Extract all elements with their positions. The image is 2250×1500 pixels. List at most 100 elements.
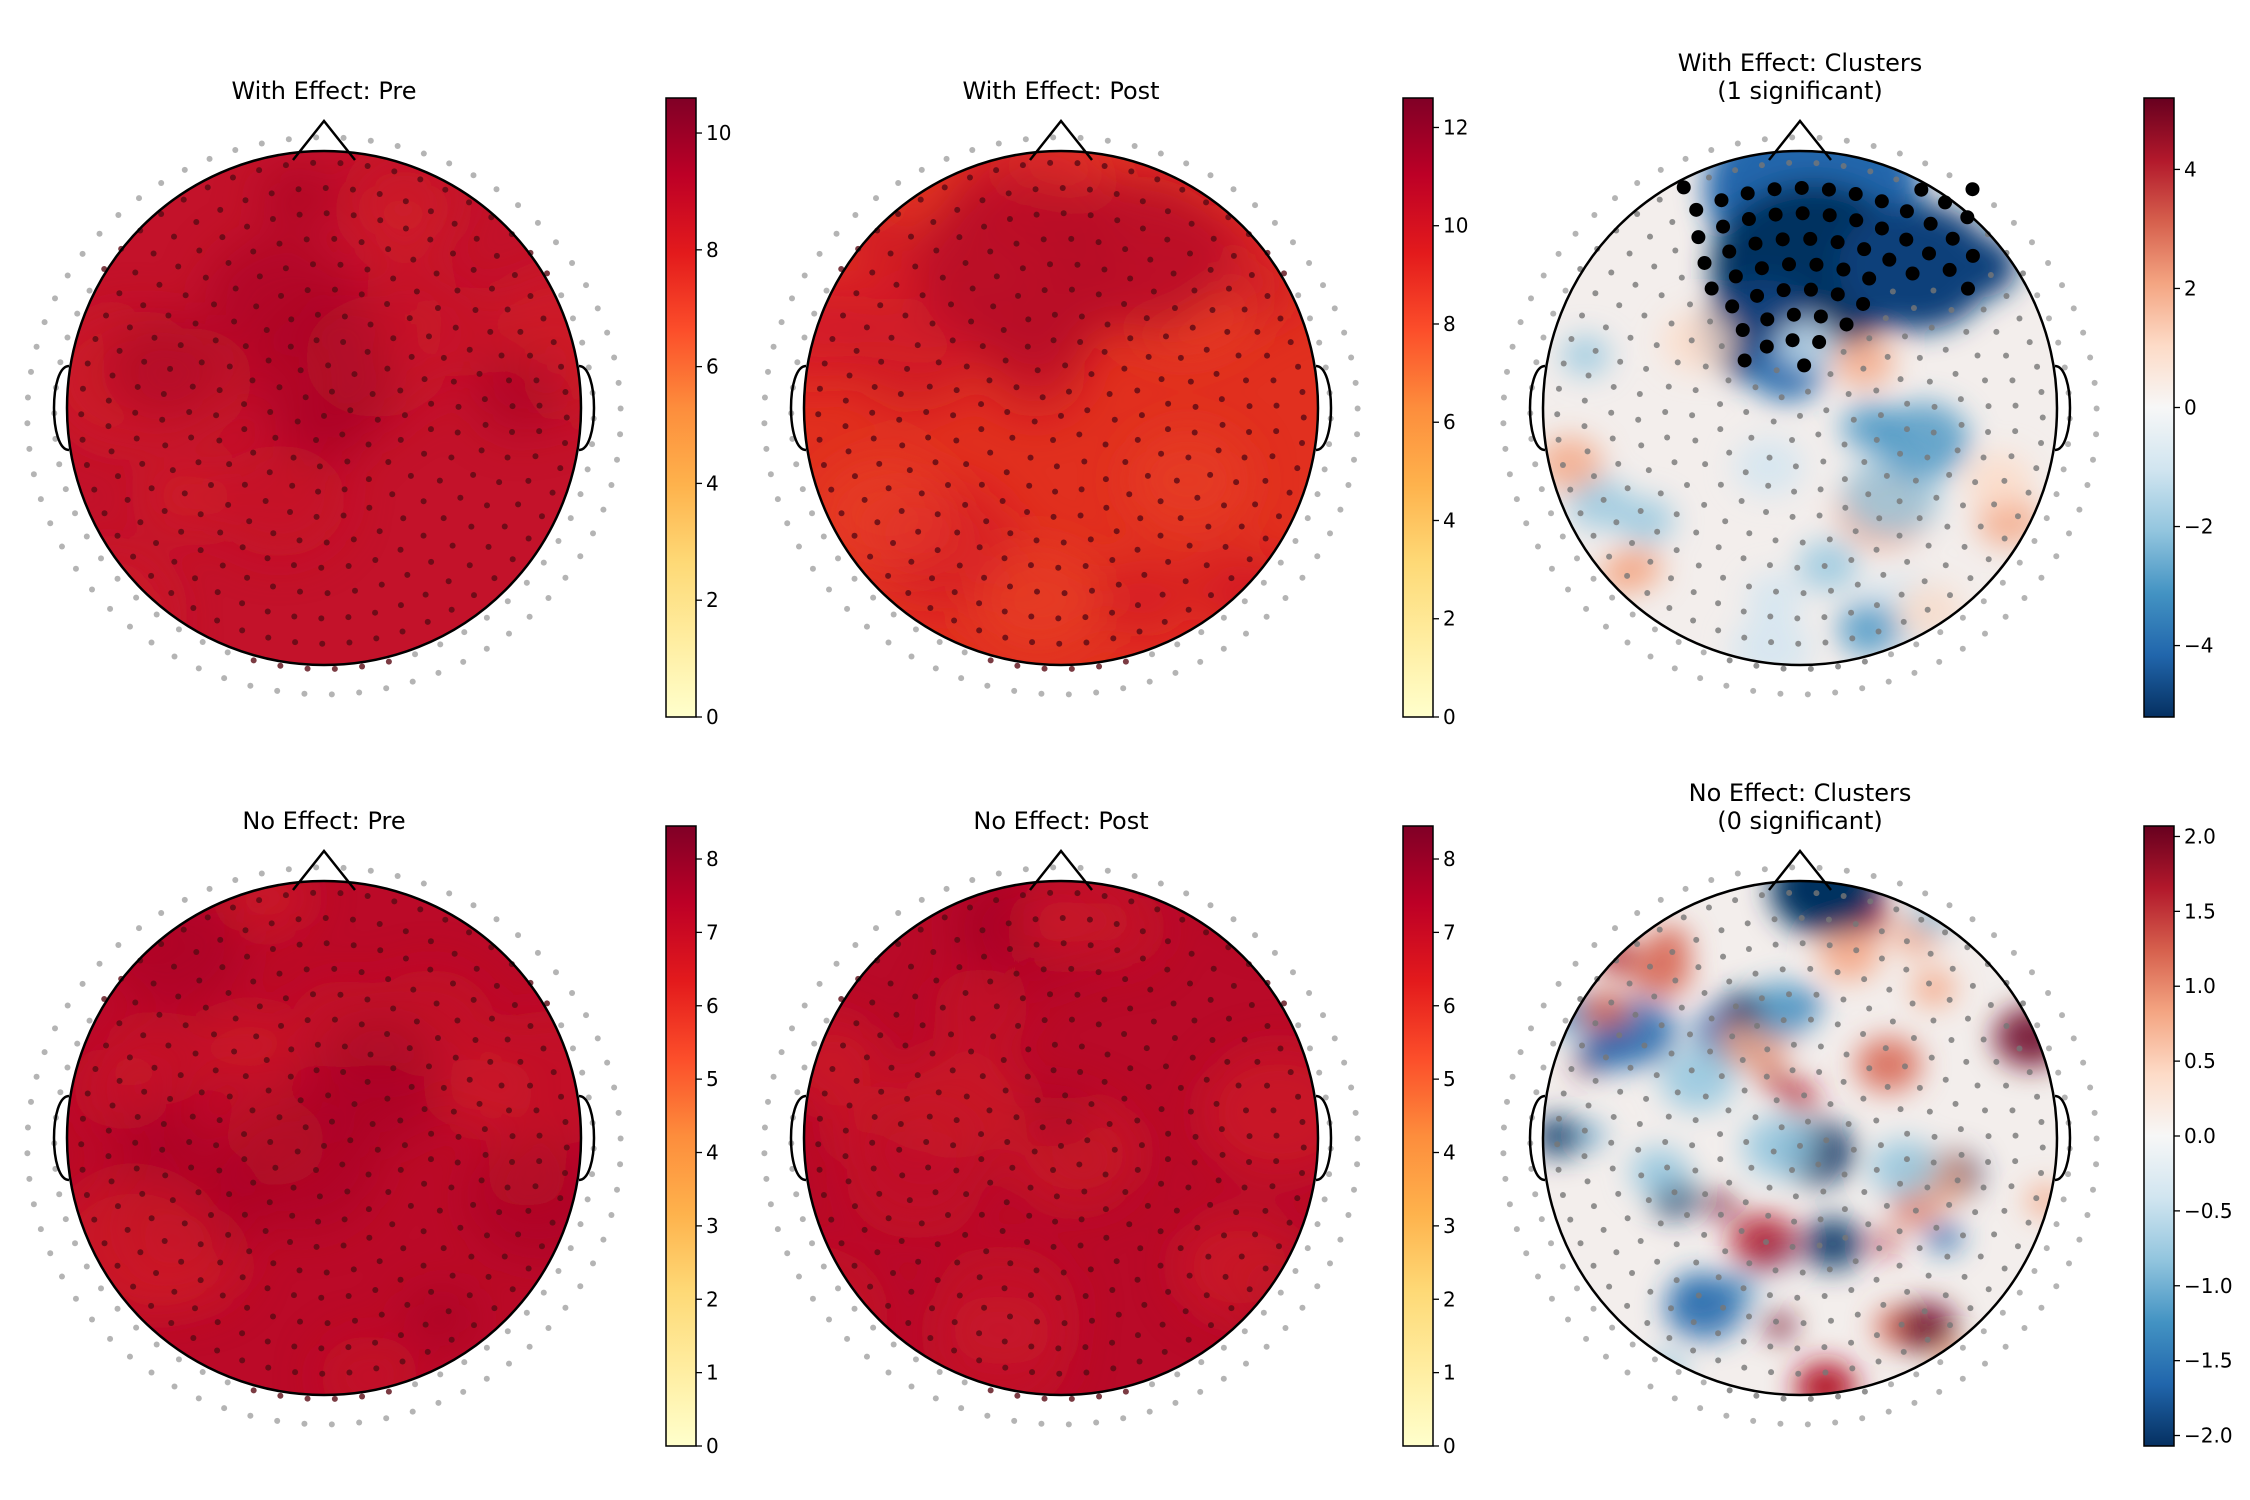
sensor-dot [133, 1324, 140, 1331]
sensor-dot [132, 409, 139, 416]
sensor-dot [182, 292, 189, 299]
sensor-dot [2043, 1245, 2050, 1252]
sensor-dot [1745, 946, 1752, 953]
sensor-dot [927, 1334, 934, 1341]
sensor-dot [1889, 288, 1896, 295]
sensor-dot [558, 1093, 565, 1100]
sensor-dot [523, 1309, 530, 1316]
sensor-dot [1717, 1211, 1724, 1218]
sensor-dot [585, 364, 592, 371]
sensor-dot [1680, 914, 1687, 921]
sensor-dot [1506, 1201, 1513, 1208]
sensor-dot [1743, 408, 1750, 415]
sensor-dot [1159, 1321, 1166, 1328]
sensor-dot [833, 230, 840, 237]
sensor-dot [1134, 546, 1141, 553]
sensor-dot [939, 274, 946, 281]
sensor-dot [1230, 982, 1237, 989]
colorbar-tick-label: −2.0 [2184, 1424, 2233, 1448]
sensor-dot [265, 1364, 272, 1371]
sensor-dot [289, 1212, 296, 1219]
sensor-dot [1174, 641, 1181, 648]
sensor-dot [1880, 1301, 1887, 1308]
sensor-dot [304, 1017, 311, 1024]
sensor-dot [767, 1201, 774, 1208]
sensor-dot [242, 197, 249, 204]
significant-sensor [1899, 232, 1914, 247]
sensor-dot [175, 626, 182, 633]
sensor-dot [421, 450, 428, 457]
sensor-dot [871, 383, 878, 390]
sensor-dot [344, 458, 351, 465]
sensor-dot [990, 303, 997, 310]
sensor-dot [160, 391, 167, 398]
sensor-dot [1946, 996, 1953, 1003]
sensor-dot [1635, 1146, 1642, 1153]
sensor-dot [1047, 261, 1054, 268]
sensor-dot [103, 1042, 110, 1049]
sensor-dot [1540, 1064, 1547, 1071]
sensor-dot [1292, 538, 1299, 545]
sensor-dot [313, 337, 320, 344]
sensor-dot [321, 1142, 327, 1149]
sensor-dot [1959, 1375, 1966, 1382]
sensor-dot [364, 348, 371, 355]
sensor-dot [851, 575, 858, 582]
colorbar-tick-label: −1.5 [2184, 1349, 2233, 1373]
sensor-dot [1550, 1040, 1557, 1047]
sensor-dot [219, 562, 226, 569]
sensor-dot [137, 519, 144, 526]
sensor-dot [1068, 965, 1075, 972]
sensor-dot [1627, 334, 1634, 341]
sensor-dot [304, 665, 311, 672]
sensor-dot [1615, 1190, 1622, 1197]
sensor-dot [1841, 476, 1848, 483]
sensor-dot [1918, 916, 1925, 923]
sensor-dot [562, 1170, 569, 1177]
sensor-dot [1060, 1269, 1067, 1276]
sensor-dot [425, 333, 432, 340]
sensor-dot [1001, 1338, 1008, 1345]
sensor-dot [420, 532, 427, 539]
sensor-dot [1816, 864, 1823, 871]
sensor-dot [365, 476, 372, 483]
sensor-dot [1651, 1356, 1658, 1363]
sensor-dot [795, 543, 802, 550]
sensor-dot [2038, 1304, 2045, 1311]
sensor-dot [1147, 986, 1154, 993]
sensor-dot [457, 494, 464, 501]
sensor-dot [2003, 293, 2010, 300]
sensor-dot [1220, 502, 1227, 509]
sensor-dot [1740, 1285, 1747, 1292]
sensor-dot [1254, 1058, 1261, 1065]
sensor-dot [1127, 1005, 1134, 1012]
sensor-dot [1120, 685, 1127, 692]
sensor-dot [1765, 1212, 1772, 1219]
sensor-dot [496, 479, 503, 486]
sensor-dot [897, 1121, 904, 1128]
significant-sensor [1676, 180, 1691, 195]
sensor-dot [863, 1054, 870, 1061]
sensor-dot [323, 1269, 330, 1276]
sensor-dot [64, 1064, 71, 1071]
sensor-dot [954, 206, 961, 213]
sensor-dot [504, 454, 511, 461]
sensor-dot [1980, 1184, 1987, 1191]
sensor-dot [1033, 537, 1040, 544]
sensor-dot [341, 1043, 348, 1050]
sensor-dot [912, 263, 919, 270]
sensor-dot [1985, 1158, 1992, 1165]
sensor-dot [1592, 1077, 1599, 1084]
sensor-dot [1147, 256, 1154, 263]
sensor-dot [313, 437, 320, 444]
sensor-dot [115, 942, 122, 949]
sensor-dot [969, 1015, 976, 1022]
sensor-dot [1225, 1015, 1232, 1022]
sensor-dot [555, 1268, 562, 1275]
sensor-dot [115, 212, 122, 219]
sensor-dot [1884, 1083, 1891, 1090]
sensor-dot [908, 233, 915, 240]
colorbar-tick-label: 2 [706, 588, 719, 612]
sensor-dot [356, 689, 363, 696]
sensor-dot [1637, 1238, 1644, 1245]
